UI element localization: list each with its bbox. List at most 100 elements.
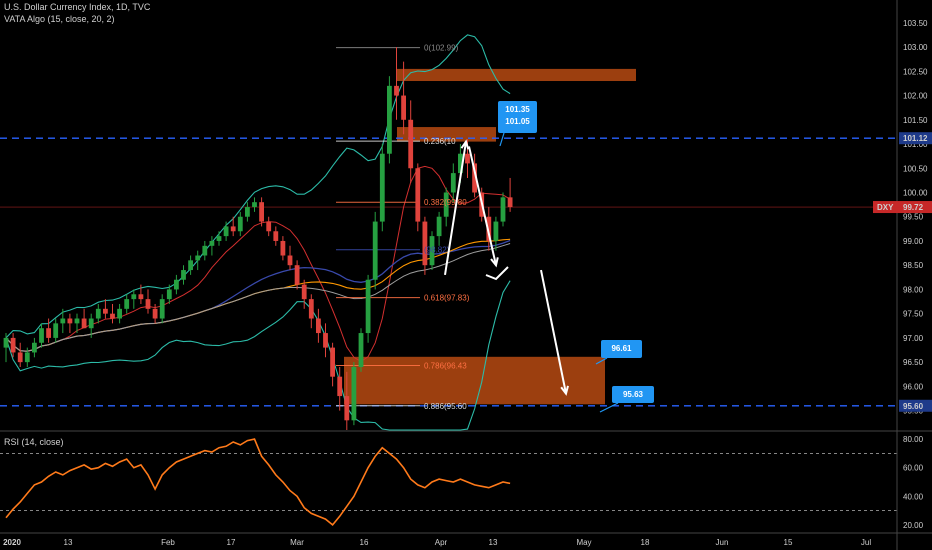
candle: [202, 240, 208, 261]
candle-body: [443, 192, 449, 217]
fib-label-6: 0.886(95.60: [424, 402, 467, 411]
arrow-head: [490, 257, 499, 268]
candle-body: [337, 376, 343, 397]
candle: [330, 342, 335, 387]
candle-body: [60, 318, 66, 324]
target-zone: [344, 356, 605, 405]
candle: [174, 274, 179, 295]
candle-body: [372, 221, 378, 280]
time-tick-label: 17: [227, 538, 236, 547]
callout-pointer: [599, 402, 619, 413]
candle: [10, 333, 16, 358]
candle: [308, 294, 314, 329]
candle: [95, 303, 101, 324]
candle-body: [308, 299, 314, 319]
candle-body: [117, 308, 122, 319]
candle: [81, 308, 87, 329]
level-tag-text: 95.60: [903, 402, 924, 411]
candle-body: [458, 153, 463, 174]
candle-body: [465, 153, 470, 164]
zones-layer: [344, 68, 636, 405]
candle: [117, 303, 122, 324]
rsi-tick-label: 20.00: [903, 521, 924, 530]
candle: [3, 333, 9, 363]
candle: [124, 294, 130, 314]
candle: [507, 177, 513, 212]
candle-body: [436, 216, 442, 237]
level-tag-0: 101.12: [899, 132, 932, 145]
candle-body: [266, 221, 272, 232]
candle: [39, 323, 44, 348]
time-tick-label: 16: [360, 538, 369, 547]
arrow-head-bottom: [485, 266, 509, 281]
price-tick-label: 99.50: [903, 213, 924, 222]
ma-gray: [5, 243, 511, 352]
candle: [24, 347, 30, 367]
candle-body: [209, 240, 215, 246]
candle-body: [323, 333, 328, 348]
price-tick-label: 100.50: [903, 164, 928, 173]
callout-box: [601, 340, 642, 358]
candle-body: [245, 207, 250, 217]
candle: [131, 289, 137, 309]
candle-body: [500, 197, 506, 222]
candle: [138, 284, 144, 304]
candle: [486, 207, 492, 251]
callout-text: 101.35: [505, 105, 530, 114]
candle-body: [287, 255, 293, 266]
candle: [230, 216, 236, 237]
time-tick-label: Jun: [716, 538, 729, 547]
time-tick-label: Apr: [435, 538, 448, 547]
candle: [216, 231, 222, 246]
candle-body: [39, 328, 44, 343]
candle-body: [415, 168, 421, 222]
candle-body: [252, 202, 257, 208]
candle: [294, 260, 300, 290]
candle-body: [237, 216, 243, 232]
candle-body: [74, 318, 80, 324]
price-tick-label: 103.00: [903, 43, 928, 52]
ma-fast: [5, 165, 511, 363]
time-tick-label: 15: [784, 538, 793, 547]
candle: [273, 226, 279, 246]
candle-body: [152, 308, 158, 319]
candle: [17, 342, 23, 367]
candle-body: [24, 352, 30, 363]
price-tick-label: 97.50: [903, 310, 924, 319]
candle-body: [365, 279, 371, 334]
candle-body: [10, 337, 16, 353]
candle-body: [301, 284, 307, 300]
candle-body: [450, 173, 456, 193]
candle-body: [195, 255, 201, 261]
candle-body: [174, 279, 179, 290]
candle-body: [223, 226, 229, 237]
candle-body: [181, 270, 186, 280]
arrow-shaft: [540, 269, 567, 394]
candle: [301, 279, 307, 309]
candle: [181, 265, 186, 285]
bollinger-upper: [5, 34, 511, 339]
candle-body: [429, 236, 435, 266]
chart-title: U.S. Dollar Currency Index, 1D, TVC: [4, 2, 151, 12]
candle: [159, 294, 165, 324]
bollinger-lower: [5, 280, 511, 431]
callout-2: 95.63: [599, 386, 654, 413]
candle-body: [110, 313, 115, 319]
price-tick-label: 101.50: [903, 116, 928, 125]
callout-1: 96.61: [595, 340, 642, 365]
callout-pointer: [499, 132, 505, 147]
candle: [337, 366, 343, 411]
candle: [223, 221, 229, 241]
candle-body: [330, 347, 335, 377]
candle-body: [131, 294, 137, 300]
candle-body: [188, 260, 193, 271]
price-tick-label: 96.50: [903, 358, 924, 367]
candle-body: [216, 236, 222, 241]
price-tick-label: 100.00: [903, 188, 928, 197]
price-tick-label: 98.00: [903, 285, 924, 294]
callout-text: 101.05: [505, 117, 530, 126]
candle: [145, 289, 151, 314]
price-tag-symbol: DXY: [877, 203, 894, 212]
